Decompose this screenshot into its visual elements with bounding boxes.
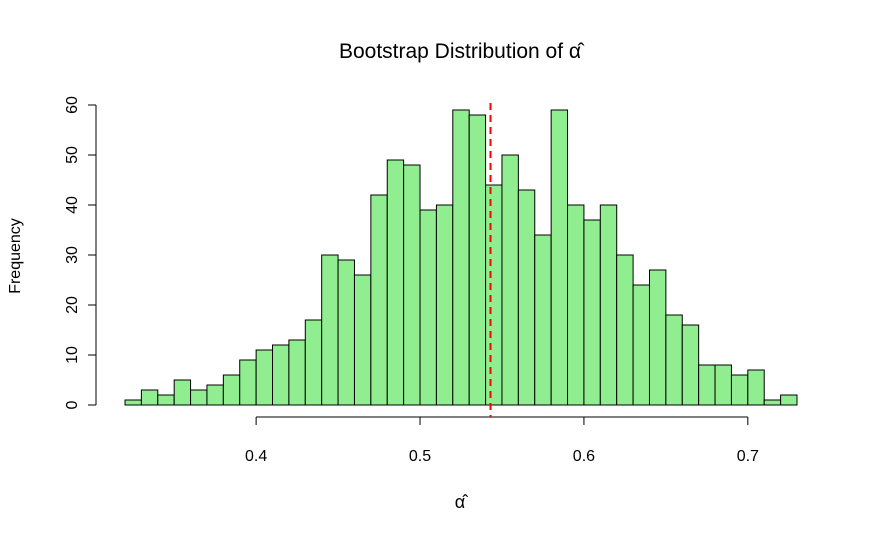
- bars-layer: [124, 109, 798, 406]
- histogram-bar: [534, 234, 552, 406]
- histogram-bar: [337, 259, 355, 406]
- histogram-bar: [698, 364, 716, 406]
- histogram-bar: [567, 204, 585, 406]
- y-axis-tick-label: 50: [64, 146, 81, 164]
- histogram-bar: [632, 284, 650, 406]
- histogram-bar: [730, 374, 749, 406]
- axes-layer: 0.4 0.5 0.6 0.7 0 10 20 30 40 50 60: [64, 96, 759, 465]
- y-axis-label: Frequency: [7, 218, 24, 294]
- histogram-bar: [550, 109, 569, 406]
- y-axis-label-group: Frequency: [7, 218, 24, 294]
- histogram-bar: [599, 204, 618, 406]
- histogram-bar: [124, 399, 142, 406]
- y-axis-tick-label: 0: [64, 400, 81, 409]
- histogram-bar: [272, 344, 290, 406]
- histogram-bar: [386, 159, 405, 406]
- histogram-bar: [370, 194, 388, 406]
- histogram-bar: [190, 389, 208, 406]
- histogram-bar: [780, 394, 798, 406]
- histogram-bar: [435, 204, 454, 406]
- x-axis-tick-label: 0.6: [573, 448, 595, 465]
- histogram-bar: [222, 374, 241, 406]
- histogram-bar: [485, 184, 503, 406]
- histogram-bar: [648, 269, 667, 406]
- histogram-bar: [321, 254, 339, 406]
- histogram-bar: [173, 379, 192, 406]
- y-axis-tick-label: 40: [64, 196, 81, 214]
- histogram-bar: [140, 389, 159, 406]
- histogram-bar: [353, 274, 372, 406]
- y-axis-tick-label: 20: [64, 296, 81, 314]
- histogram-bar: [255, 349, 274, 406]
- x-axis-label: α̂: [455, 492, 468, 512]
- histogram-bar: [681, 324, 700, 406]
- histogram-bar: [419, 209, 437, 406]
- histogram-bar: [583, 219, 601, 406]
- y-axis-tick-label: 30: [64, 246, 81, 264]
- histogram-bar: [403, 164, 421, 406]
- x-axis-tick-label: 0.5: [409, 448, 431, 465]
- x-axis-tick-label: 0.7: [737, 448, 759, 465]
- histogram-bar: [288, 339, 306, 406]
- histogram-bar: [714, 364, 732, 406]
- histogram-bar: [304, 319, 323, 406]
- histogram-bar: [517, 189, 536, 406]
- histogram-bar: [616, 254, 634, 406]
- histogram-bar: [452, 109, 470, 406]
- histogram-bar: [747, 369, 765, 406]
- histogram-bar: [468, 114, 487, 406]
- histogram-bar: [763, 399, 782, 406]
- chart-title: Bootstrap Distribution of α̂: [339, 40, 585, 63]
- histogram-bar: [157, 394, 175, 406]
- histogram-bar: [501, 154, 519, 406]
- histogram-bar: [206, 384, 224, 406]
- y-axis-tick-label: 10: [64, 346, 81, 364]
- x-axis-tick-label: 0.4: [245, 448, 267, 465]
- x-axis-label-group: α̂: [455, 492, 468, 512]
- y-axis-tick-label: 60: [64, 96, 81, 114]
- histogram-bar: [239, 359, 257, 406]
- chart-title-group: Bootstrap Distribution of α̂: [339, 40, 585, 63]
- histogram-bar: [665, 314, 683, 406]
